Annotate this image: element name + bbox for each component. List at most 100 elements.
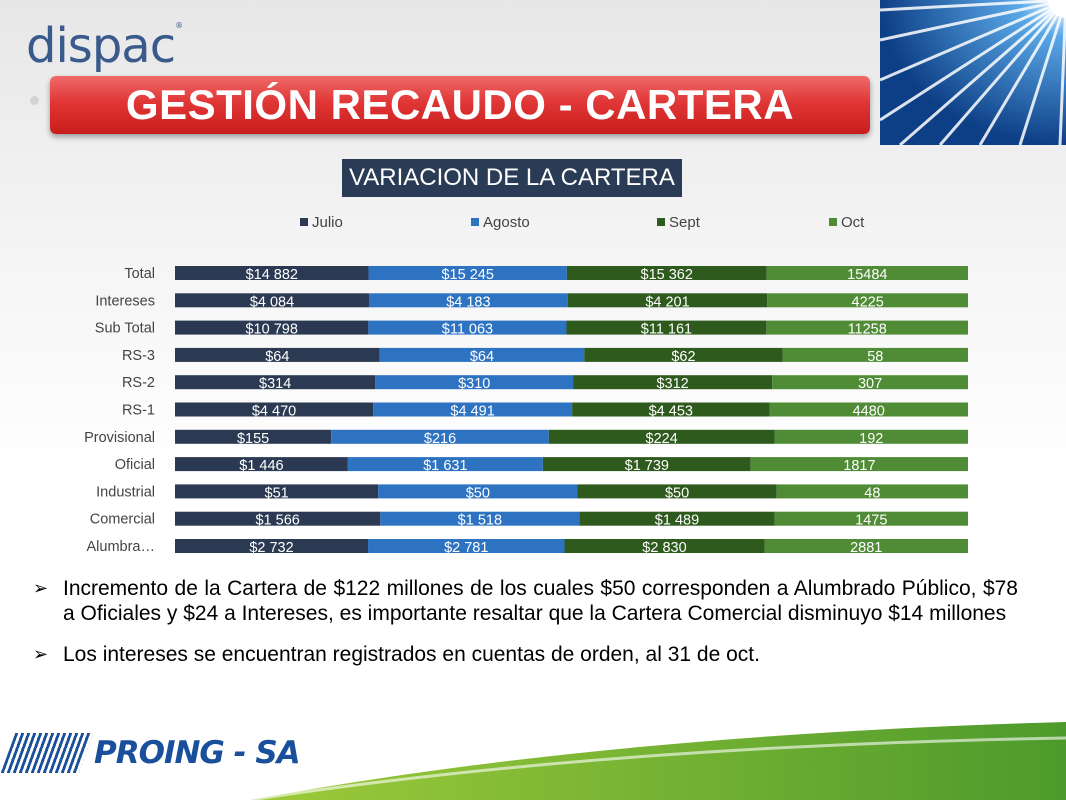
- corner-burst-graphic: [879, 0, 1066, 147]
- data-label: $62: [671, 349, 695, 365]
- category-label: RS-1: [122, 403, 155, 419]
- bar-segment: [373, 402, 573, 417]
- bar-segment: [175, 293, 370, 308]
- data-label: $1 631: [423, 458, 467, 474]
- proing-stripes-icon: [0, 733, 94, 773]
- legend-swatch: [300, 218, 308, 226]
- bullet-item: ➢ Los intereses se encuentran registrado…: [33, 642, 1018, 667]
- category-label: RS-2: [122, 375, 155, 391]
- logo-text: dispac: [26, 18, 176, 74]
- data-label: 1475: [855, 513, 887, 529]
- data-label: $4 491: [450, 404, 494, 420]
- data-label: $1 518: [458, 513, 502, 529]
- data-label: 48: [864, 485, 880, 501]
- bar-segment: [175, 511, 381, 526]
- bar-segment: [572, 402, 770, 417]
- data-label: 1817: [843, 458, 875, 474]
- bar-segment: [577, 484, 777, 499]
- bar-segment: [542, 457, 751, 472]
- bar-segment: [368, 320, 567, 335]
- bar-segment: [369, 293, 568, 308]
- bar-segment: [567, 293, 768, 308]
- dispac-logo: dispac®: [26, 21, 183, 71]
- bar-segment: [175, 320, 369, 335]
- page-title: GESTIÓN RECAUDO - CARTERA: [125, 81, 795, 128]
- bar-segment: [564, 539, 765, 553]
- bar-segment: [378, 484, 578, 499]
- category-label: Industrial: [96, 484, 155, 500]
- bar-segment: [776, 484, 968, 499]
- legend-swatch: [471, 218, 479, 226]
- bar-segment: [766, 266, 968, 280]
- bar-segment: [767, 293, 968, 308]
- category-label: Alumbra…: [87, 539, 156, 555]
- title-banner: GESTIÓN RECAUDO - CARTERA: [50, 76, 870, 134]
- legend-label: Agosto: [483, 214, 530, 231]
- bullet-list: ➢ Incremento de la Cartera de $122 millo…: [33, 576, 1018, 667]
- data-label: $11 161: [641, 322, 692, 338]
- data-label: $64: [265, 349, 289, 365]
- data-label: 307: [858, 376, 882, 392]
- data-label: $2 781: [444, 540, 488, 556]
- category-label: Oficial: [115, 457, 155, 473]
- proing-logo: PROING - SA: [0, 733, 301, 773]
- bar-segment: [764, 539, 968, 553]
- data-label: $1 446: [239, 458, 283, 474]
- category-label: Sub Total: [95, 321, 155, 337]
- data-label: $4 183: [446, 294, 490, 310]
- category-label: Comercial: [90, 512, 155, 528]
- chart-title: VARIACION DE LA CARTERA: [342, 159, 682, 197]
- bar-segment: [175, 484, 379, 499]
- data-label: 58: [867, 349, 883, 365]
- bar-segment: [175, 402, 374, 417]
- legend-label: Julio: [312, 214, 343, 231]
- bar-segment: [750, 457, 968, 472]
- bar-segment: [772, 375, 968, 390]
- data-label: $1 739: [625, 458, 669, 474]
- bar-segment: [548, 429, 775, 444]
- bar-segment: [175, 266, 369, 280]
- data-label: $11 063: [442, 322, 493, 338]
- data-label: 4225: [852, 294, 884, 310]
- arrow-bullet-icon: ➢: [33, 644, 49, 664]
- bar-segment: [566, 320, 767, 335]
- data-label: $224: [646, 431, 678, 447]
- data-label: $50: [665, 485, 689, 501]
- data-label: 2881: [850, 540, 882, 556]
- data-label: $1 566: [255, 513, 299, 529]
- category-label: Intereses: [95, 293, 155, 309]
- data-label: 15484: [847, 267, 887, 283]
- bar-segment: [368, 539, 565, 553]
- data-label: $2 830: [642, 540, 686, 556]
- bar-segment: [175, 429, 332, 444]
- bar-segment: [331, 429, 549, 444]
- bar-segment: [368, 266, 567, 280]
- data-label: $4 470: [252, 404, 296, 420]
- bar-segment: [573, 375, 773, 390]
- arrow-bullet-icon: ➢: [33, 578, 49, 598]
- bar-segment: [175, 457, 348, 472]
- bar-segment: [175, 347, 380, 362]
- bullet-text: Incremento de la Cartera de $122 millone…: [63, 577, 1018, 625]
- bar-segment: [769, 402, 968, 417]
- bar-segment: [584, 347, 783, 362]
- bar-segment: [175, 375, 376, 390]
- bar-segment: [782, 347, 968, 362]
- data-label: $314: [259, 376, 291, 392]
- bar-segment: [774, 511, 968, 526]
- legend-label: Oct: [841, 214, 865, 231]
- bar-segment: [175, 539, 369, 553]
- bar-segment: [380, 511, 580, 526]
- data-label: $15 245: [441, 267, 493, 283]
- category-label: RS-3: [122, 348, 155, 364]
- trademark-icon: ®: [175, 21, 183, 30]
- bar-segment: [579, 511, 775, 526]
- data-label: $155: [237, 431, 269, 447]
- bar-segment: [379, 347, 585, 362]
- bar-segment: [347, 457, 543, 472]
- category-label: Total: [124, 266, 155, 282]
- data-label: 11258: [848, 322, 887, 338]
- legend-swatch: [829, 218, 837, 226]
